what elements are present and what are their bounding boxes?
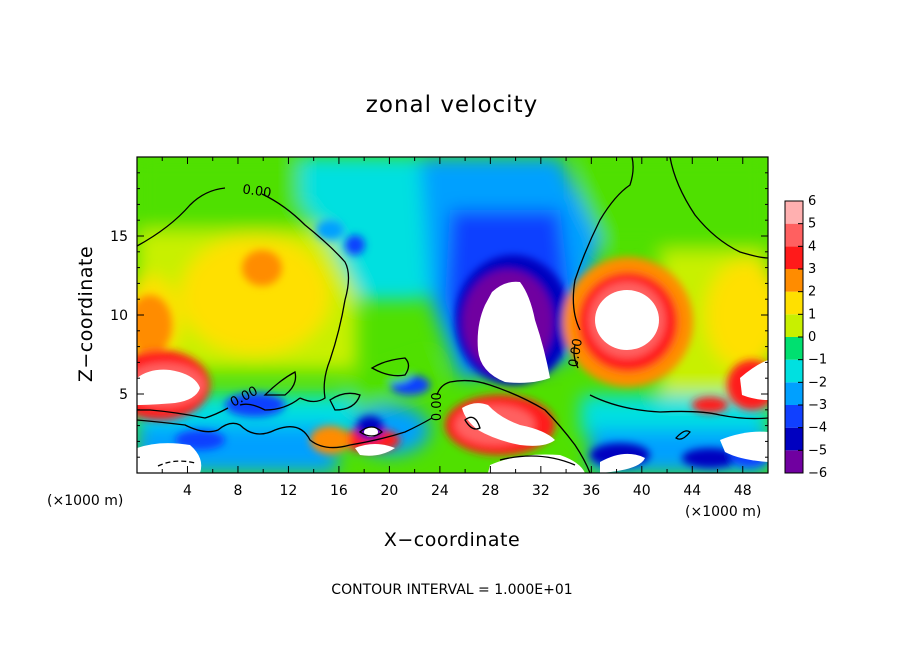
saturated-region bbox=[364, 427, 378, 437]
contour-label: 0.00 bbox=[430, 392, 445, 421]
colorbar: 6 5 4 3 2 1 0 −1 −2 −3 −4 −5 −6 bbox=[784, 194, 827, 481]
saturated-region bbox=[477, 281, 550, 383]
colorbar-tick-label: 0 bbox=[808, 330, 816, 345]
velocity-field: 0.000.00 0.000.00 bbox=[137, 157, 768, 473]
field-patch bbox=[580, 157, 768, 247]
contour-label: 0.00 bbox=[566, 337, 586, 368]
colorbar-swatch bbox=[785, 201, 803, 224]
x-tick-label: 40 bbox=[633, 483, 651, 499]
x-tick-label: 36 bbox=[582, 483, 600, 499]
contour-line bbox=[573, 344, 579, 369]
colorbar-swatch bbox=[785, 382, 803, 405]
colorbar-tick-label: 1 bbox=[808, 307, 816, 322]
saturated-region bbox=[600, 453, 645, 473]
contour-line bbox=[669, 157, 768, 259]
contour-line bbox=[370, 357, 410, 377]
saturated-region bbox=[488, 454, 585, 473]
colorbar-swatch bbox=[785, 405, 803, 428]
colorbar-swatch bbox=[785, 359, 803, 383]
contour-line bbox=[358, 426, 383, 437]
contour-line bbox=[137, 417, 433, 449]
colorbar-tick-label: 3 bbox=[808, 262, 816, 277]
colorbar-swatch bbox=[785, 291, 803, 315]
x-tick-label: 16 bbox=[330, 483, 348, 499]
contour-line bbox=[157, 460, 196, 467]
x-tick-label: 20 bbox=[380, 483, 398, 499]
x-tick-label: 24 bbox=[431, 483, 449, 499]
y-tick-label: 10 bbox=[110, 308, 128, 324]
colorbar-tick-label: −4 bbox=[808, 421, 827, 436]
colorbar-tick-label: −5 bbox=[808, 443, 827, 458]
contour-line bbox=[137, 187, 226, 247]
contour-line bbox=[499, 455, 576, 466]
contour-line bbox=[137, 407, 229, 419]
x-unit-label-right: (×1000 m) bbox=[685, 504, 761, 520]
contour-line bbox=[261, 193, 350, 403]
contour-line bbox=[572, 157, 634, 331]
field-patch bbox=[682, 448, 738, 468]
colorbar-swatch bbox=[785, 427, 803, 451]
saturated-region bbox=[740, 360, 768, 400]
colorbar-swatch bbox=[785, 223, 803, 247]
y-tick-label: 15 bbox=[110, 229, 128, 245]
contour-label: 0.00 bbox=[242, 182, 273, 201]
x-unit-label-left: (×1000 m) bbox=[47, 493, 123, 509]
contour-line bbox=[329, 392, 361, 411]
saturated-regions bbox=[137, 281, 768, 473]
saturated-region bbox=[720, 431, 768, 462]
saturated-region bbox=[137, 443, 202, 473]
field-patch bbox=[316, 220, 344, 240]
x-axis-label: X−coordinate bbox=[384, 529, 520, 551]
field-patch bbox=[180, 235, 330, 355]
chart-title: zonal velocity bbox=[366, 92, 538, 118]
contour-interval-note: CONTOUR INTERVAL = 1.000E+01 bbox=[331, 582, 572, 598]
colorbar-tick-label: −6 bbox=[808, 466, 827, 481]
contour-line bbox=[675, 430, 691, 440]
colorbar-tick-label: −1 bbox=[808, 353, 827, 368]
x-ticks: 4 8 12 16 20 24 28 32 36 40 44 48 bbox=[161, 157, 752, 499]
x-tick-label: 12 bbox=[280, 483, 298, 499]
field-patch bbox=[345, 235, 365, 255]
saturated-region bbox=[355, 444, 395, 456]
colorbar-swatch bbox=[785, 337, 803, 360]
colorbar-tick-label: 4 bbox=[808, 239, 816, 254]
colorbar-tick-label: 2 bbox=[808, 285, 816, 300]
y-ticks: 5 10 15 bbox=[110, 172, 768, 458]
saturated-region bbox=[595, 290, 659, 350]
x-tick-label: 28 bbox=[481, 483, 499, 499]
x-tick-label: 48 bbox=[734, 483, 752, 499]
x-tick-label: 8 bbox=[233, 483, 242, 499]
saturated-region bbox=[462, 403, 555, 446]
field-patch bbox=[692, 397, 728, 413]
contour-line bbox=[263, 371, 297, 396]
colorbar-swatch bbox=[785, 269, 803, 292]
contour-line bbox=[464, 416, 481, 430]
colorbar-tick-label: −3 bbox=[808, 398, 827, 413]
field-patch bbox=[310, 426, 350, 454]
field-patch bbox=[242, 250, 282, 286]
colorbar-swatch bbox=[785, 246, 803, 269]
x-tick-label: 32 bbox=[532, 483, 550, 499]
saturated-region bbox=[137, 369, 200, 405]
field-patch bbox=[705, 260, 768, 370]
x-tick-label: 44 bbox=[683, 483, 701, 499]
contour-lines bbox=[137, 157, 768, 473]
colorbar-tick-label: 6 bbox=[808, 194, 816, 209]
field-patch bbox=[137, 295, 172, 355]
field-patch bbox=[225, 393, 285, 417]
x-tick-label: 4 bbox=[183, 483, 192, 499]
contour-line bbox=[239, 397, 301, 411]
y-tick-label: 5 bbox=[119, 387, 128, 403]
y-axis-label: Z−coordinate bbox=[75, 246, 97, 382]
colorbar-tick-label: −2 bbox=[808, 375, 827, 390]
contour-line bbox=[436, 379, 591, 473]
colorbar-swatch bbox=[785, 450, 803, 473]
contour-line bbox=[589, 394, 768, 420]
colorbar-swatch bbox=[785, 314, 803, 337]
colorbar-tick-label: 5 bbox=[808, 217, 816, 232]
